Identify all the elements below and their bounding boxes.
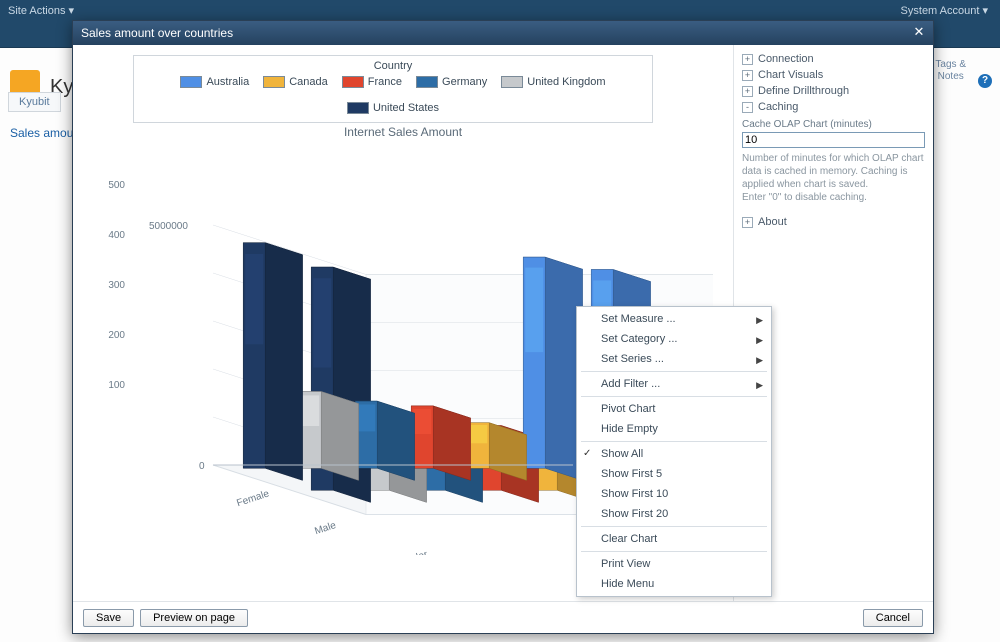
context-menu-item[interactable]: Hide Menu	[577, 574, 771, 594]
breadcrumb[interactable]: Sales amou	[10, 126, 73, 140]
menu-separator	[581, 441, 767, 442]
side-panel-label[interactable]: Caching	[758, 101, 798, 113]
side-panel-label[interactable]: Connection	[758, 53, 814, 65]
submenu-arrow-icon: ▶	[756, 335, 763, 346]
side-panel-row[interactable]: + Connection	[742, 51, 925, 67]
legend-label: France	[368, 76, 402, 88]
context-menu-item[interactable]: Set Series ...▶	[577, 349, 771, 369]
submenu-arrow-icon: ▶	[756, 315, 763, 326]
menu-separator	[581, 396, 767, 397]
legend-item[interactable]: United States	[347, 102, 439, 114]
context-menu-item[interactable]: Print View	[577, 554, 771, 574]
legend-label: Australia	[206, 76, 249, 88]
context-menu-item[interactable]: Clear Chart	[577, 529, 771, 549]
chart-context-menu: Set Measure ...▶Set Category ...▶Set Ser…	[576, 306, 772, 597]
page-tab[interactable]: Kyubit	[8, 92, 61, 112]
tags-notes-button[interactable]: Tags & Notes	[935, 59, 966, 83]
menu-separator	[581, 551, 767, 552]
side-panel-row[interactable]: + Define Drillthrough	[742, 83, 925, 99]
side-panel-label[interactable]: Define Drillthrough	[758, 85, 849, 97]
save-button[interactable]: Save	[83, 609, 134, 627]
check-icon: ✓	[583, 448, 591, 459]
legend-item[interactable]: Australia	[180, 76, 249, 88]
modal-titlebar: Sales amount over countries ✕	[73, 21, 933, 45]
context-menu-item[interactable]: Hide Empty	[577, 419, 771, 439]
expander-icon[interactable]: +	[742, 86, 753, 97]
chart-title: Internet Sales Amount	[73, 125, 733, 139]
legend-swatch	[263, 76, 285, 88]
close-icon[interactable]: ✕	[911, 24, 927, 40]
chart-legend: Country Australia Canada France Germany Unit…	[133, 55, 653, 123]
legend-swatch	[342, 76, 364, 88]
cache-help-text: Number of minutes for which OLAP chart d…	[742, 152, 925, 204]
side-panel-row[interactable]: + Chart Visuals	[742, 67, 925, 83]
side-panel-row[interactable]: -Caching	[742, 99, 925, 115]
legend-label: United Kingdom	[527, 76, 605, 88]
submenu-arrow-icon: ▶	[756, 355, 763, 366]
context-menu-item[interactable]: Add Filter ...▶	[577, 374, 771, 394]
cache-field-label: Cache OLAP Chart (minutes)	[742, 119, 925, 130]
expander-icon[interactable]: +	[742, 54, 753, 65]
expander-icon[interactable]: +	[742, 217, 753, 228]
legend-title: Country	[142, 60, 644, 72]
site-actions-menu[interactable]: Site Actions ▾	[8, 4, 74, 17]
cancel-button[interactable]: Cancel	[863, 609, 923, 627]
system-account-menu[interactable]: System Account ▾	[901, 4, 988, 17]
legend-item[interactable]: Germany	[416, 76, 487, 88]
legend-swatch	[347, 102, 369, 114]
svg-text:0: 0	[199, 461, 205, 472]
context-menu-item[interactable]: Set Category ...▶	[577, 329, 771, 349]
legend-swatch	[180, 76, 202, 88]
modal-footer: Save Preview on page Cancel	[73, 601, 933, 633]
side-panel-row[interactable]: + About	[742, 214, 925, 230]
legend-label: Germany	[442, 76, 487, 88]
help-icon[interactable]: ?	[978, 74, 992, 88]
context-menu-item[interactable]: Show First 10	[577, 484, 771, 504]
context-menu-item[interactable]: Show All✓	[577, 444, 771, 464]
side-panel-label[interactable]: Chart Visuals	[758, 69, 823, 81]
legend-label: United States	[373, 102, 439, 114]
legend-swatch	[416, 76, 438, 88]
legend-item[interactable]: France	[342, 76, 402, 88]
modal-title-text: Sales amount over countries	[81, 26, 233, 40]
menu-separator	[581, 371, 767, 372]
svg-text:Gender: Gender	[394, 549, 430, 555]
svg-text:5000000: 5000000	[149, 221, 188, 232]
page-right-icons: Tags & Notes ?	[935, 54, 992, 88]
menu-separator	[581, 526, 767, 527]
svg-text:Male: Male	[313, 520, 337, 537]
cache-minutes-input[interactable]	[742, 132, 925, 148]
chart-config-modal: Sales amount over countries ✕ Country Au…	[72, 20, 934, 634]
context-menu-item[interactable]: Show First 5	[577, 464, 771, 484]
context-menu-item[interactable]: Set Measure ...▶	[577, 309, 771, 329]
legend-item[interactable]: United Kingdom	[501, 76, 605, 88]
context-menu-item[interactable]: Show First 20	[577, 504, 771, 524]
legend-item[interactable]: Canada	[263, 76, 328, 88]
submenu-arrow-icon: ▶	[756, 380, 763, 391]
legend-swatch	[501, 76, 523, 88]
side-panel-label[interactable]: About	[758, 216, 787, 228]
expander-icon[interactable]: -	[742, 102, 753, 113]
svg-text:Female: Female	[235, 488, 271, 509]
preview-button[interactable]: Preview on page	[140, 609, 248, 627]
expander-icon[interactable]: +	[742, 70, 753, 81]
legend-label: Canada	[289, 76, 328, 88]
context-menu-item[interactable]: Pivot Chart	[577, 399, 771, 419]
